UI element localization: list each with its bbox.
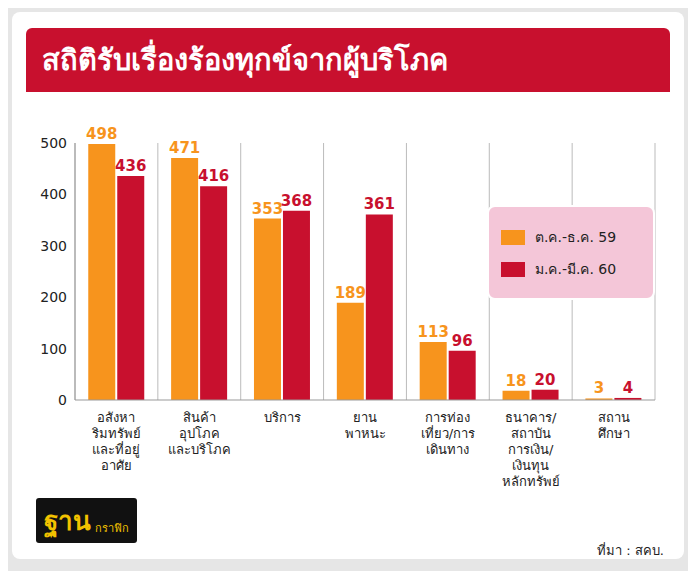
svg-text:300: 300 — [40, 238, 67, 254]
svg-text:368: 368 — [281, 192, 312, 210]
svg-text:3: 3 — [594, 379, 604, 397]
html-text:สถิติรับเรื่องร้องทุกข์จากผู้บ: สถิติรับเรื่องร้องทุกข์จากผู้บริโภค — [42, 43, 448, 77]
svg-text:471: 471 — [169, 139, 200, 157]
svg-text:96: 96 — [452, 332, 473, 350]
svg-text:500: 500 — [40, 135, 67, 151]
html-text:ต.ค.-ธ.ค. 59: ต.ค.-ธ.ค. 59 — [535, 229, 617, 245]
svg-text:0: 0 — [58, 392, 67, 408]
html-text:ที่มา : สคบ.: ที่มา : สคบ. — [597, 543, 664, 558]
svg-text:ยานพาหนะ: ยานพาหนะ — [345, 410, 386, 441]
svg-text:สถานศึกษา: สถานศึกษา — [598, 410, 630, 441]
svg-text:416: 416 — [198, 167, 229, 185]
svg-text:4: 4 — [623, 379, 633, 397]
html-text:กราฟิก: กราฟิก — [95, 522, 129, 535]
html-text:ฐาน: ฐาน — [44, 506, 91, 536]
svg-text:436: 436 — [115, 157, 146, 175]
svg-text:18: 18 — [506, 372, 527, 390]
svg-text:สินค้าอุปโภคและบริโภค: สินค้าอุปโภคและบริโภค — [168, 410, 231, 457]
svg-text:การท่องเที่ยว/การเดินทาง: การท่องเที่ยว/การเดินทาง — [421, 410, 475, 457]
svg-text:อสังหาริมทรัพย์และที่อยู่อาศัย: อสังหาริมทรัพย์และที่อยู่อาศัย — [91, 410, 141, 473]
svg-text:บริการ: บริการ — [264, 410, 301, 425]
svg-text:400: 400 — [40, 186, 67, 202]
svg-text:353: 353 — [252, 200, 283, 218]
svg-text:189: 189 — [335, 284, 366, 302]
svg-text:100: 100 — [40, 341, 67, 357]
svg-text:361: 361 — [364, 195, 395, 213]
svg-text:ธนาคาร/สถาบันการเงิน/เงินทุนหล: ธนาคาร/สถาบันการเงิน/เงินทุนหลักทรัพย์ — [502, 410, 560, 489]
svg-text:498: 498 — [86, 125, 117, 143]
svg-text:113: 113 — [418, 323, 449, 341]
svg-text:200: 200 — [40, 289, 67, 305]
html-text:ม.ค.-มี.ค. 60: ม.ค.-มี.ค. 60 — [535, 261, 617, 277]
svg-text:20: 20 — [535, 371, 556, 389]
